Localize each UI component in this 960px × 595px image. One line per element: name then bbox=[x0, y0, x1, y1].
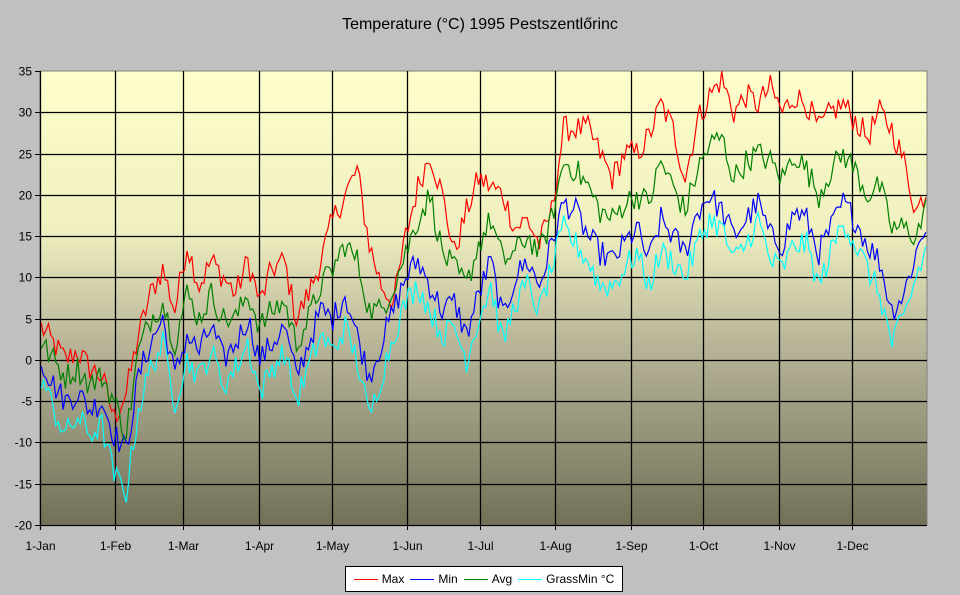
y-tick-label: 0 bbox=[25, 354, 32, 368]
y-axis: 35 30 25 20 15 10 5 0 -5 -10 -15 -20 bbox=[15, 65, 42, 533]
legend-label-avg: Avg bbox=[491, 572, 513, 586]
x-tick-label: 1-Jul bbox=[467, 539, 493, 553]
y-tick-label: 10 bbox=[19, 271, 33, 285]
y-tick-label: 20 bbox=[19, 189, 33, 203]
chart-title: Temperature (°C) 1995 Pestszentlőrinc bbox=[342, 16, 618, 33]
x-tick-label: 1-Feb bbox=[100, 539, 132, 553]
series-line-min bbox=[40, 190, 927, 453]
x-tick-label: 1-Jan bbox=[25, 539, 55, 553]
x-tick-label: 1-Nov bbox=[763, 539, 795, 553]
legend-swatch-avg bbox=[463, 578, 488, 580]
series-line-grassmin-c bbox=[40, 210, 927, 503]
plot-area bbox=[39, 70, 928, 526]
x-tick-label: 1-Apr bbox=[245, 539, 274, 553]
series-line-avg bbox=[40, 130, 927, 441]
legend-item-avg: Avg bbox=[463, 572, 513, 586]
legend: Max Min Avg GrassMin °C bbox=[345, 566, 623, 592]
x-tick-label: 1-Oct bbox=[689, 539, 719, 553]
legend-label-min: Min bbox=[438, 572, 458, 586]
y-tick-label: 25 bbox=[19, 148, 33, 162]
y-tick-label: 5 bbox=[25, 313, 32, 327]
legend-item-min: Min bbox=[410, 572, 458, 586]
x-tick-label: 1-Sep bbox=[615, 539, 647, 553]
y-tick-label: -20 bbox=[15, 519, 33, 533]
x-tick-label: 1-Jun bbox=[392, 539, 422, 553]
x-tick-label: 1-Dec bbox=[836, 539, 868, 553]
y-tick-label: 30 bbox=[19, 106, 33, 120]
legend-swatch-max bbox=[353, 578, 378, 580]
series-line-max bbox=[40, 71, 927, 424]
x-tick-label: 1-May bbox=[316, 539, 349, 553]
legend-swatch-grassmin bbox=[518, 578, 543, 580]
x-axis: 1-Jan 1-Feb 1-Mar 1-Apr 1-May 1-Jun 1-Jul 1-Aug… bbox=[25, 524, 927, 553]
legend-item-max: Max bbox=[353, 572, 405, 586]
y-tick-label: -10 bbox=[15, 436, 33, 450]
y-tick-label: 15 bbox=[19, 230, 33, 244]
legend-item-grassmin: GrassMin °C bbox=[518, 572, 614, 586]
legend-label-grassmin: GrassMin °C bbox=[546, 572, 615, 586]
series-lines bbox=[40, 71, 927, 503]
x-tick-label: 1-Mar bbox=[168, 539, 199, 553]
legend-swatch-min bbox=[410, 578, 435, 580]
y-tick-label: -15 bbox=[15, 478, 33, 492]
y-tick-label: -5 bbox=[21, 395, 32, 409]
x-tick-label: 1-Aug bbox=[539, 539, 571, 553]
legend-label-max: Max bbox=[381, 572, 405, 586]
y-tick-label: 35 bbox=[19, 65, 33, 79]
